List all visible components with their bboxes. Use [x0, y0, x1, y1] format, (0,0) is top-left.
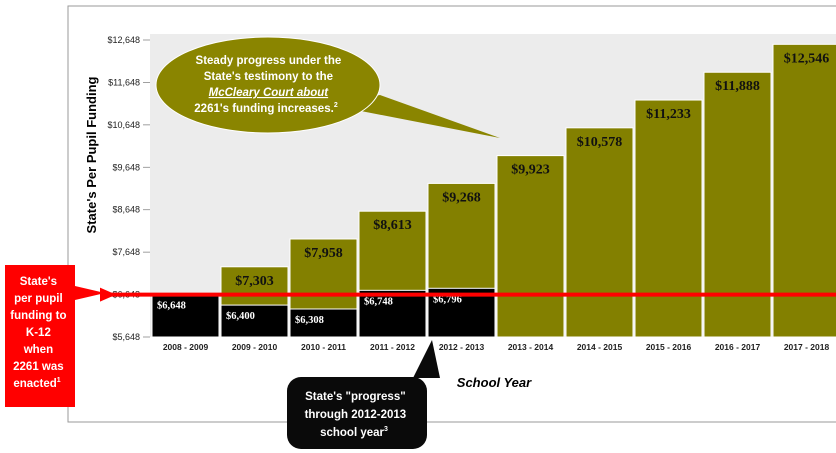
left-callout-line-7: enacted [13, 378, 56, 390]
olive-bar-label: $9,923 [511, 163, 550, 178]
bottom-callout-line-1: State's "progress" [305, 391, 406, 403]
y-tick-label: $9,648 [112, 162, 140, 172]
olive-bar [634, 99, 703, 338]
top-callout-bubble [155, 36, 381, 134]
y-tick-label: $12,648 [107, 35, 140, 45]
y-tick-label: $10,648 [107, 120, 140, 130]
x-tick-label: 2017 - 2018 [784, 342, 830, 352]
black-bar-label: $6,796 [433, 294, 462, 305]
top-callout-line-3: McCleary Court about [209, 87, 330, 99]
x-tick-label: 2012 - 2013 [439, 342, 485, 352]
y-tick-label: $11,648 [108, 77, 140, 87]
olive-bar-label: $10,578 [577, 135, 623, 150]
top-callout-line-4: 2261's funding increases. [194, 103, 334, 115]
olive-bar-label: $12,546 [784, 51, 830, 66]
olive-bar-labels: $7,303 $7,958 $8,613 $9,268 $9,923 $10,578 $11… [235, 51, 829, 288]
y-tick-label: $8,648 [112, 205, 140, 215]
olive-bar-label: $11,888 [715, 79, 760, 94]
bottom-callout-line-3: school year [320, 427, 384, 439]
top-callout: Steady progress under the State's testim… [155, 36, 500, 138]
y-tick-label: $7,648 [112, 247, 140, 257]
x-tick-label: 2015 - 2016 [646, 342, 692, 352]
top-callout-line-2: State's testimony to the [204, 71, 333, 83]
black-bar [289, 308, 358, 338]
olive-bar [565, 127, 634, 338]
x-axis-label: School Year [457, 375, 532, 390]
left-callout-footnote: 1 [57, 377, 61, 384]
olive-bar-label: $11,233 [646, 107, 691, 122]
left-callout-line-1: State's [20, 276, 57, 288]
left-callout-pointer [75, 286, 105, 300]
x-axis-ticks: 2008 - 2009 2009 - 2010 2010 - 2011 2011 - … [163, 342, 830, 352]
reference-arrow-head [100, 287, 116, 302]
black-bar [220, 304, 289, 338]
black-bar-label: $6,308 [295, 315, 324, 326]
left-callout-line-5: when [23, 344, 53, 356]
x-tick-label: 2014 - 2015 [577, 342, 623, 352]
black-bar-label: $6,400 [226, 311, 255, 322]
left-callout-line-2: per pupil [14, 293, 63, 305]
bottom-callout: State's "progress" through 2012-2013 sch… [287, 340, 440, 449]
top-callout-line-1: Steady progress under the [196, 55, 342, 67]
left-callout: State's per pupil funding to K-12 when 2… [5, 265, 105, 407]
olive-bar-label: $9,268 [442, 190, 481, 205]
svg-text:State's "progress" thr: State's "progress" through 2012-2013 sch… [305, 391, 410, 439]
olive-bar-label: $7,958 [304, 246, 343, 261]
olive-bar [772, 43, 836, 338]
bottom-callout-box [287, 377, 427, 449]
black-bar-label: $6,748 [364, 296, 393, 307]
top-callout-footnote: 2 [334, 102, 338, 109]
x-tick-label: 2010 - 2011 [301, 342, 346, 352]
x-tick-label: 2009 - 2010 [232, 342, 278, 352]
black-bar [358, 289, 427, 338]
bottom-callout-line-2: through 2012-2013 [305, 409, 407, 421]
bottom-callout-pointer [413, 340, 440, 378]
x-tick-label: 2008 - 2009 [163, 342, 209, 352]
y-axis-label: State's Per Pupil Funding [84, 76, 99, 233]
x-tick-label: 2016 - 2017 [715, 342, 761, 352]
x-tick-label: 2013 - 2014 [508, 342, 554, 352]
black-bar-labels: $6,648 $6,400 $6,308 $6,748 $6,796 [157, 294, 462, 326]
black-bar [151, 294, 220, 338]
y-tick-label: $5,648 [112, 332, 140, 342]
black-bar-label: $6,648 [157, 301, 186, 312]
left-callout-line-6: 2261 was [13, 361, 64, 373]
svg-text:State's per pupil: State's per pupil funding to K-12 when 2… [10, 276, 69, 390]
olive-bar-label: $7,303 [235, 274, 274, 289]
bottom-callout-footnote: 3 [384, 426, 388, 433]
left-callout-line-4: K-12 [26, 327, 51, 339]
olive-bar [496, 155, 565, 338]
left-callout-box [5, 265, 75, 407]
olive-bar [703, 71, 772, 338]
top-callout-pointer [330, 95, 500, 138]
left-callout-line-3: funding to [10, 310, 66, 322]
x-tick-label: 2011 - 2012 [370, 342, 415, 352]
svg-text:Steady progress under the: Steady progress under the State's testim… [194, 55, 344, 115]
olive-bar-label: $8,613 [373, 218, 412, 233]
